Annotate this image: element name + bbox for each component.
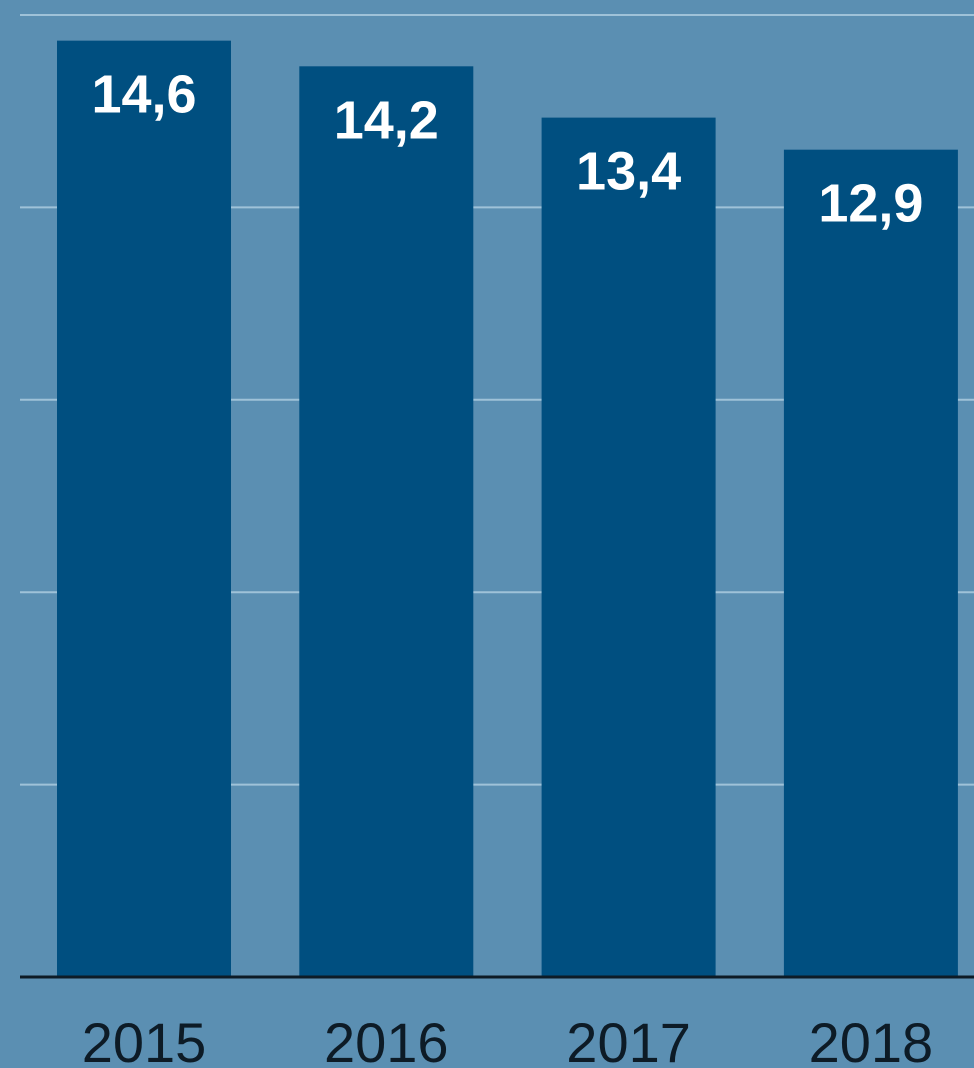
bar-2016 — [299, 66, 474, 978]
bar-2015 — [57, 40, 231, 978]
x-tick-label: 2017 — [566, 1011, 691, 1068]
bar-value-label: 14,6 — [91, 65, 196, 125]
bar-2017 — [541, 117, 716, 977]
x-tick-labels: 2015 2016 2017 2018 — [82, 1011, 933, 1068]
bar-value-label: 14,2 — [334, 90, 439, 150]
bar-2018 — [783, 149, 958, 977]
x-tick-label: 2016 — [324, 1011, 449, 1068]
x-tick-label: 2018 — [809, 1011, 934, 1068]
bar-value-labels: 14,6 14,2 13,4 12,9 — [91, 65, 923, 234]
bar-value-label: 13,4 — [576, 142, 681, 202]
x-tick-label: 2015 — [82, 1011, 207, 1068]
bars — [57, 40, 958, 978]
bar-value-label: 12,9 — [818, 174, 923, 234]
